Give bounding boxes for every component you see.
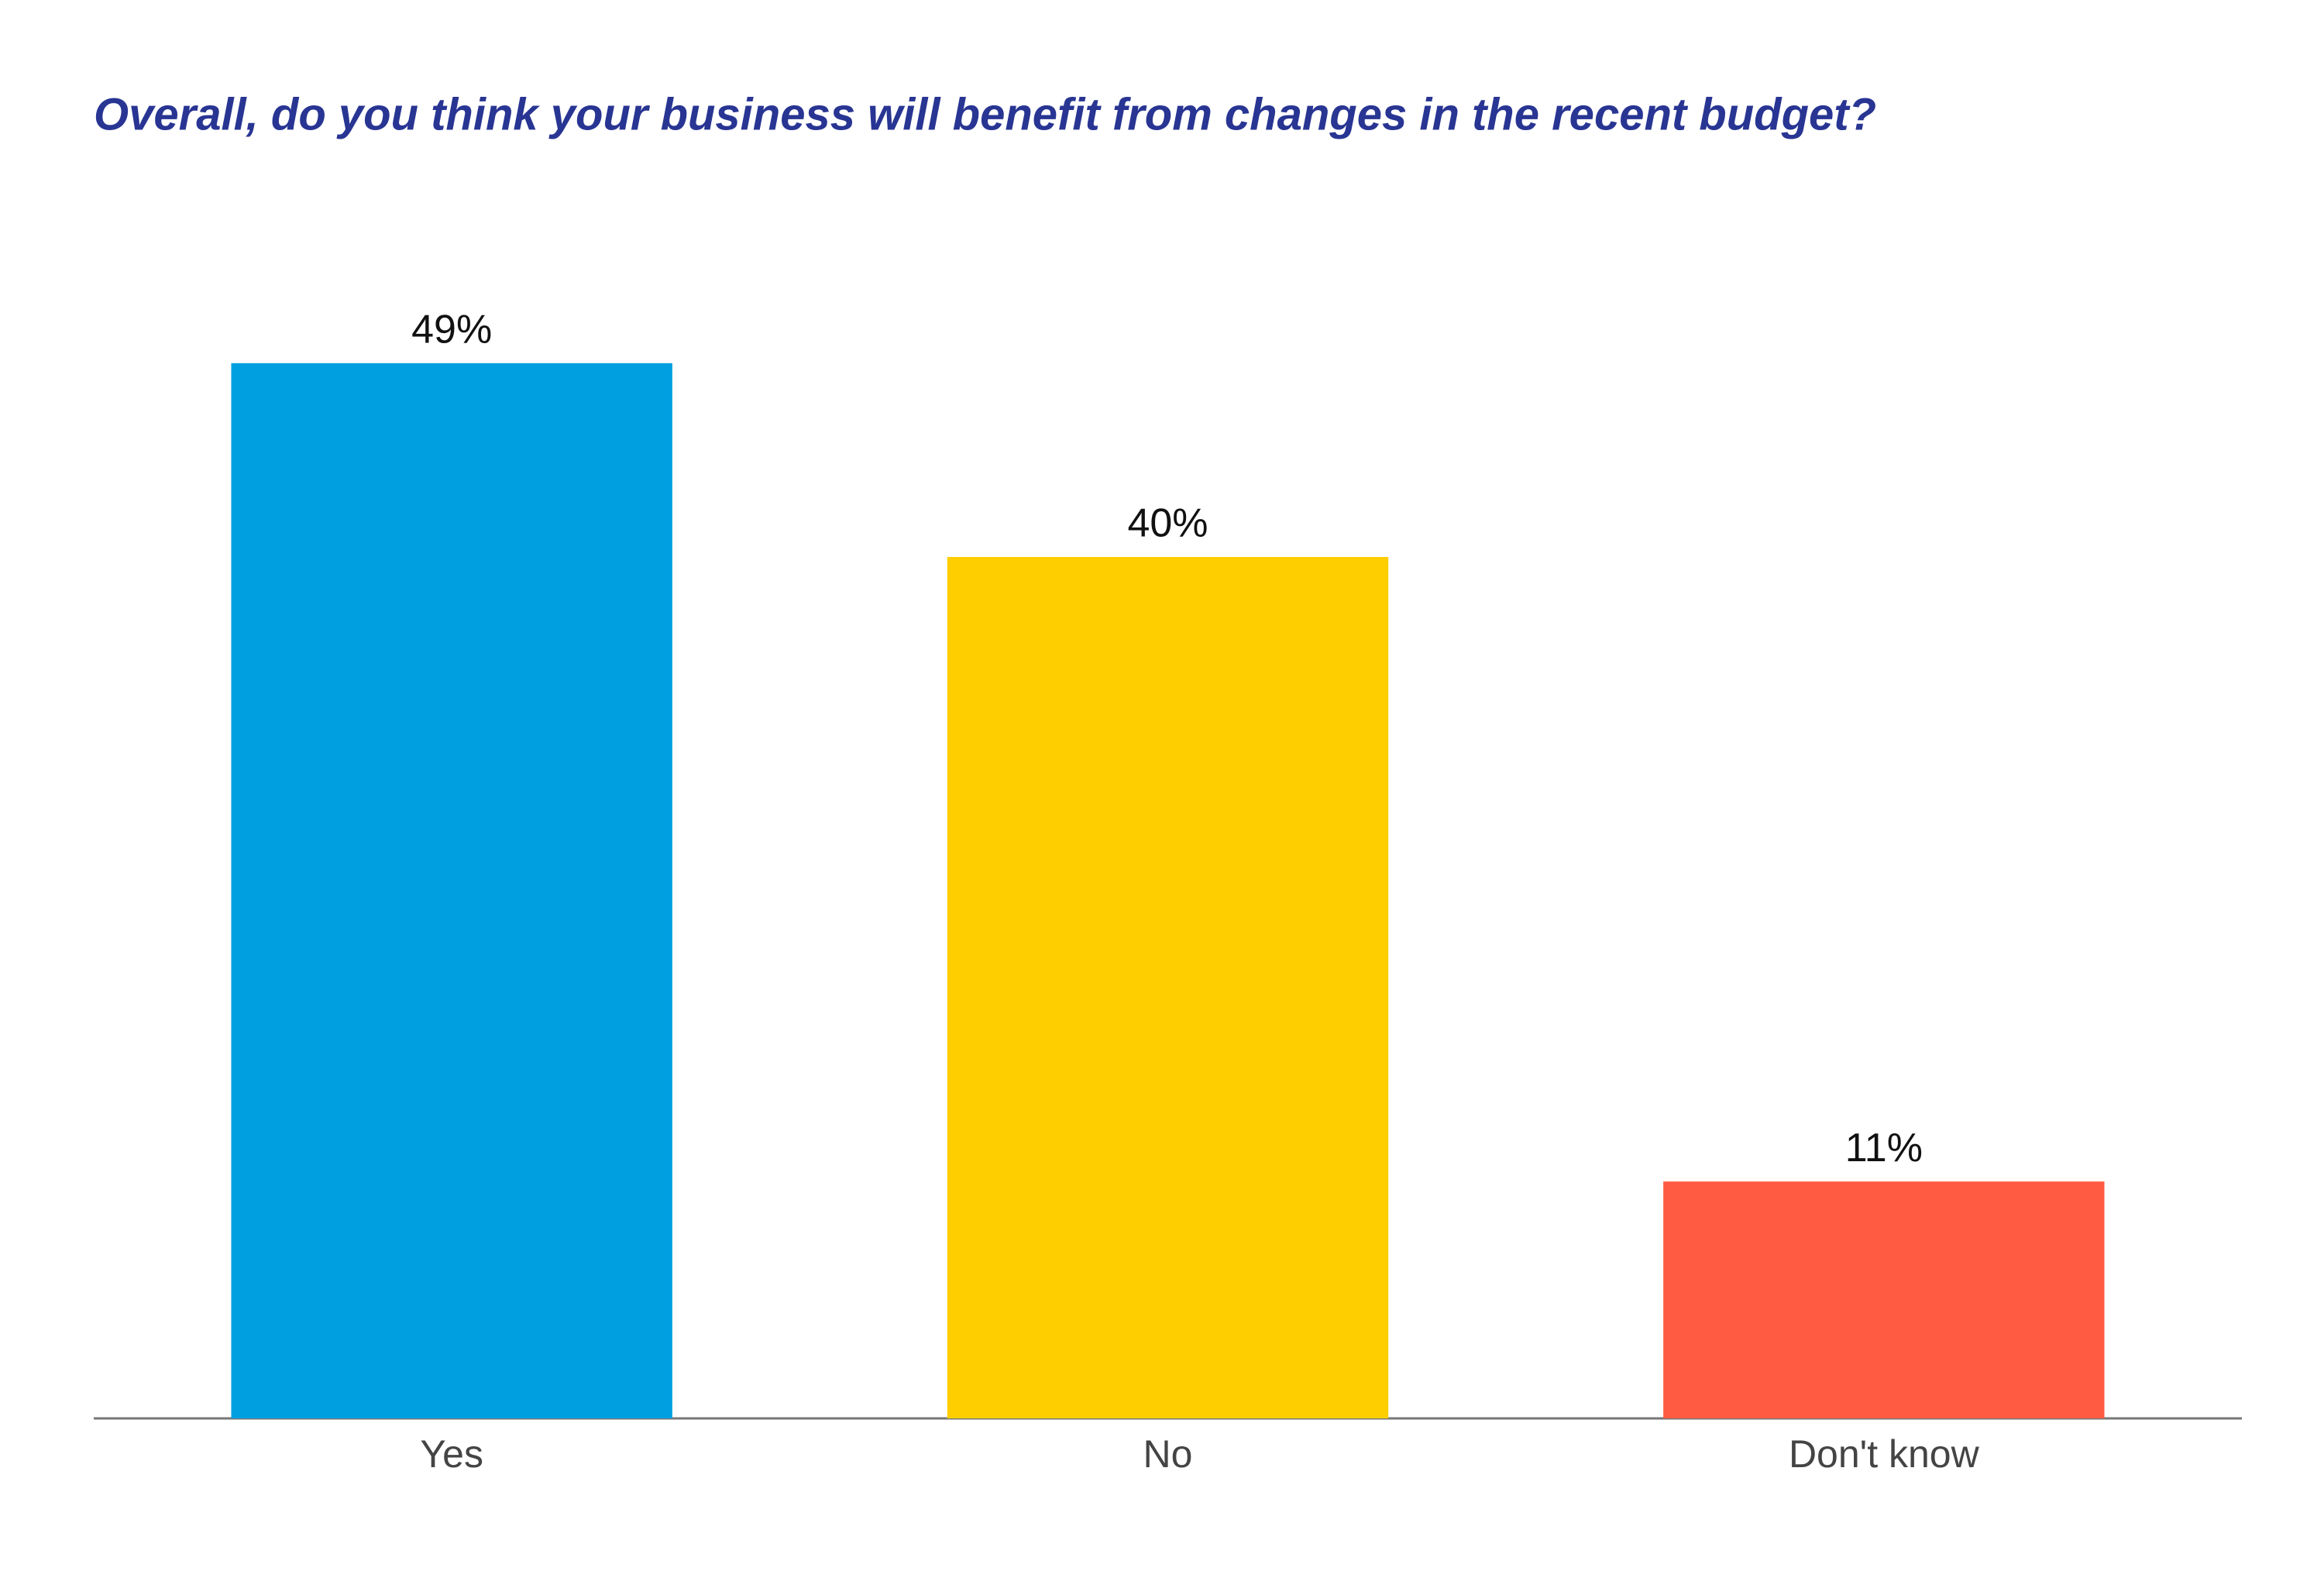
bar	[947, 557, 1389, 1418]
x-tick-label: Yes	[420, 1432, 483, 1476]
value-label: 11%	[1845, 1126, 1923, 1171]
x-tick-label: No	[1143, 1432, 1193, 1476]
bar	[1663, 1181, 2105, 1418]
value-label: 40%	[1127, 501, 1208, 546]
bar	[231, 363, 672, 1418]
x-tick-label: Don't know	[1789, 1432, 1980, 1476]
value-label: 49%	[411, 308, 492, 352]
chart-title: Overall, do you think your business will…	[94, 89, 1876, 139]
